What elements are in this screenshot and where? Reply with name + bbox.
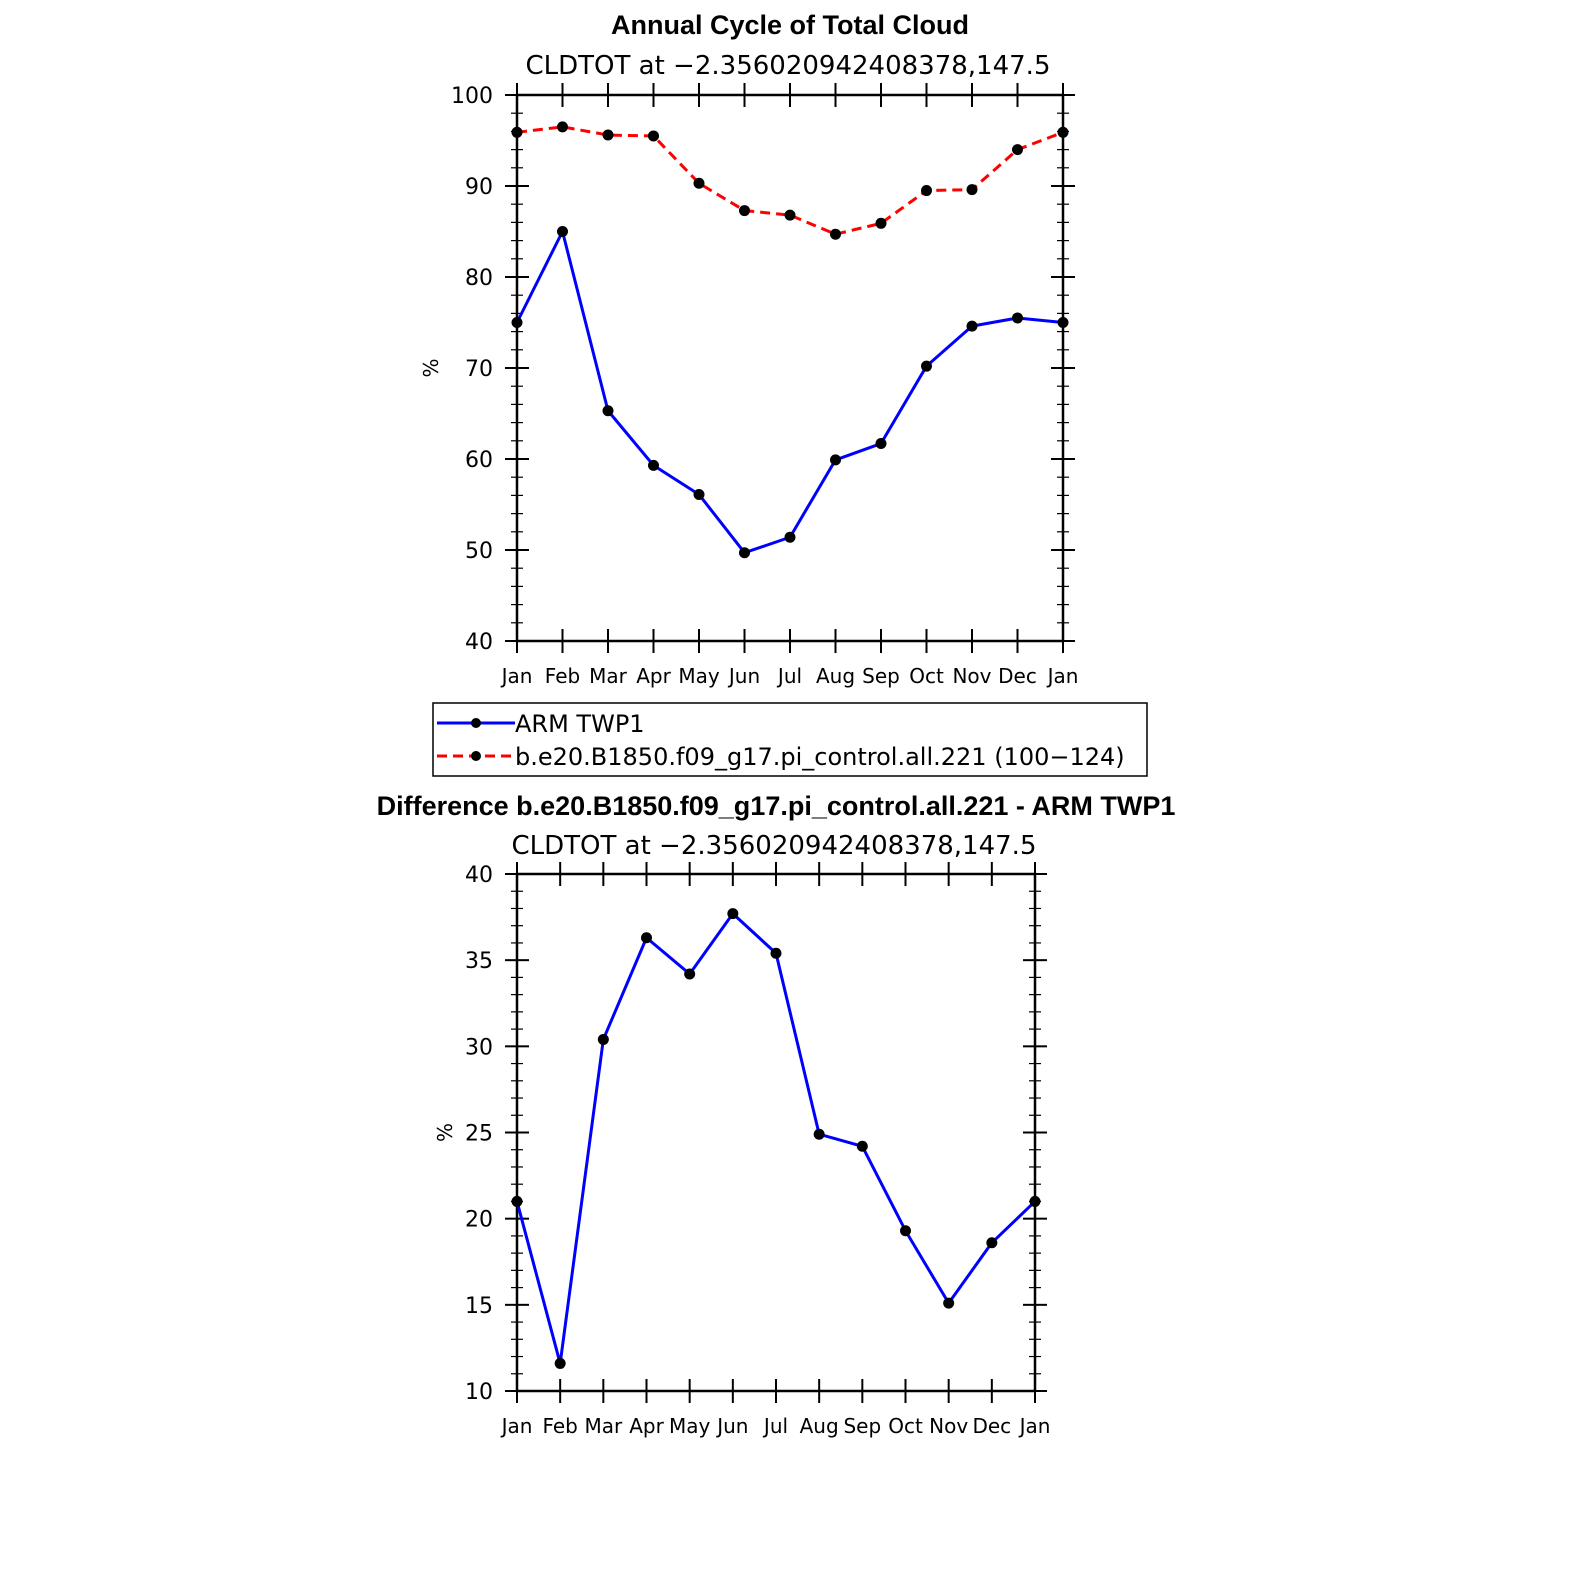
- top-xtick-label: Sep: [862, 664, 900, 688]
- top-data-point: [1012, 144, 1023, 156]
- top-data-point: [830, 454, 841, 466]
- top-xtick-label: May: [678, 664, 720, 688]
- top-ytick-label: 60: [465, 448, 493, 473]
- bottom-data-point: [727, 908, 739, 920]
- bottom-data-point: [813, 1128, 825, 1140]
- top-data-point: [557, 121, 568, 133]
- legend-label-model: b.e20.B1850.f09_g17.pi_control.all.221 (…: [515, 743, 1125, 771]
- top-data-point: [739, 205, 750, 217]
- bottom-ytick-label: 10: [465, 1380, 493, 1405]
- bottom-xtick-label: Jun: [715, 1414, 748, 1438]
- bottom-data-point: [511, 1195, 523, 1207]
- top-data-point: [966, 320, 978, 332]
- bottom-xtick-label: May: [669, 1414, 711, 1438]
- bottom-ytick-label: 15: [465, 1294, 493, 1319]
- top-xtick-label: Jun: [727, 664, 760, 688]
- bottom-series-line-0: [515, 912, 1037, 1365]
- top-data-point: [648, 130, 659, 142]
- legend-label-arm: ARM TWP1: [515, 710, 645, 738]
- bottom-data-point: [597, 1033, 609, 1045]
- top-chart-title: Annual Cycle of Total Cloud: [611, 10, 969, 40]
- top-ytick-label: 70: [465, 357, 493, 382]
- top-data-point: [602, 129, 614, 141]
- top-xtick-label: Dec: [998, 664, 1037, 688]
- top-data-point: [921, 185, 932, 197]
- bottom-plot-area: 10 15 20 25 30 35 40 Jan Feb Mar Apr May Jun Jul Aug Se…: [433, 862, 1050, 1438]
- bottom-data-point: [856, 1140, 868, 1152]
- bottom-ytick-label: 35: [465, 949, 493, 974]
- top-series-line-0: [515, 230, 1064, 555]
- bottom-y-axis-label: %: [433, 1123, 457, 1142]
- bottom-xtick-label: Nov: [929, 1414, 968, 1438]
- bottom-data-point: [986, 1237, 998, 1249]
- bottom-xtick-label: Aug: [800, 1414, 839, 1438]
- top-data-point: [511, 317, 523, 328]
- bottom-data-point: [900, 1225, 911, 1237]
- bottom-xtick-label: Sep: [843, 1414, 881, 1438]
- top-xtick-label: Apr: [636, 664, 671, 688]
- top-data-point: [921, 360, 932, 372]
- top-ytick-label: 40: [465, 630, 493, 655]
- bottom-xtick-label: Feb: [542, 1414, 577, 1438]
- top-xtick-label: Jul: [776, 664, 802, 688]
- top-data-point: [784, 209, 796, 221]
- top-xtick-label: Mar: [589, 664, 628, 688]
- top-data-point: [875, 217, 887, 229]
- bottom-data-point: [1029, 1195, 1041, 1207]
- bottom-ytick-label: 40: [465, 863, 493, 888]
- top-xtick-label: Aug: [816, 664, 855, 688]
- top-data-point: [739, 547, 750, 559]
- bottom-data-point: [943, 1297, 955, 1309]
- top-data-point: [784, 531, 796, 543]
- top-data-point: [1057, 126, 1069, 138]
- top-data-point: [557, 226, 568, 237]
- bottom-chart-title: Difference b.e20.B1850.f09_g17.pi_contro…: [377, 791, 1176, 821]
- top-ytick-label: 80: [465, 266, 493, 291]
- top-data-point: [875, 438, 887, 450]
- top-plot-frame: [515, 93, 1065, 643]
- top-data-point: [602, 405, 614, 417]
- top-xtick-label: Jan: [1046, 664, 1079, 688]
- bottom-xtick-label: Dec: [972, 1414, 1011, 1438]
- top-data-point: [648, 459, 659, 471]
- bottom-ytick-label: 30: [465, 1035, 493, 1060]
- legend-marker-model: [471, 751, 481, 761]
- top-plot-area: 40 50 60 70 80 90 100 Jan Feb Mar Apr May Jun Jul Aug S…: [419, 83, 1078, 688]
- top-data-point: [966, 184, 978, 196]
- bottom-xtick-label: Jul: [762, 1414, 788, 1438]
- top-data-point: [511, 126, 523, 138]
- bottom-xtick-label: Oct: [888, 1414, 923, 1438]
- top-ytick-label: 100: [451, 84, 493, 109]
- top-ytick-label: 90: [465, 175, 493, 200]
- top-chart-subtitle: CLDTOT at −2.356020942408378,147.5: [526, 51, 1051, 81]
- top-xtick-label: Oct: [909, 664, 944, 688]
- bottom-xtick-label: Apr: [629, 1414, 664, 1438]
- top-xtick-label: Jan: [500, 664, 533, 688]
- bottom-ytick-label: 20: [465, 1208, 493, 1233]
- bottom-data-point: [554, 1357, 566, 1369]
- top-xtick-label: Nov: [952, 664, 991, 688]
- bottom-xtick-label: Jan: [500, 1414, 533, 1438]
- top-data-point: [1057, 317, 1069, 328]
- top-data-point: [693, 177, 705, 189]
- legend-box: [432, 702, 1148, 777]
- legend-marker-arm: [471, 718, 481, 728]
- top-xtick-label: Feb: [545, 664, 580, 688]
- bottom-data-point: [770, 947, 782, 959]
- bottom-xtick-label: Mar: [584, 1414, 623, 1438]
- top-y-axis-label: %: [419, 358, 443, 377]
- bottom-chart-subtitle: CLDTOT at −2.356020942408378,147.5: [512, 831, 1037, 861]
- bottom-xtick-label: Jan: [1018, 1414, 1051, 1438]
- top-data-point: [830, 228, 841, 240]
- bottom-ytick-label: 25: [465, 1122, 493, 1147]
- top-ytick-label: 50: [465, 539, 493, 564]
- bottom-data-point: [684, 968, 696, 980]
- top-data-point: [693, 488, 705, 500]
- top-data-point: [1012, 312, 1023, 324]
- bottom-data-point: [641, 932, 652, 944]
- legend: ARM TWP1 b.e20.B1850.f09_g17.pi_control.…: [432, 702, 1148, 777]
